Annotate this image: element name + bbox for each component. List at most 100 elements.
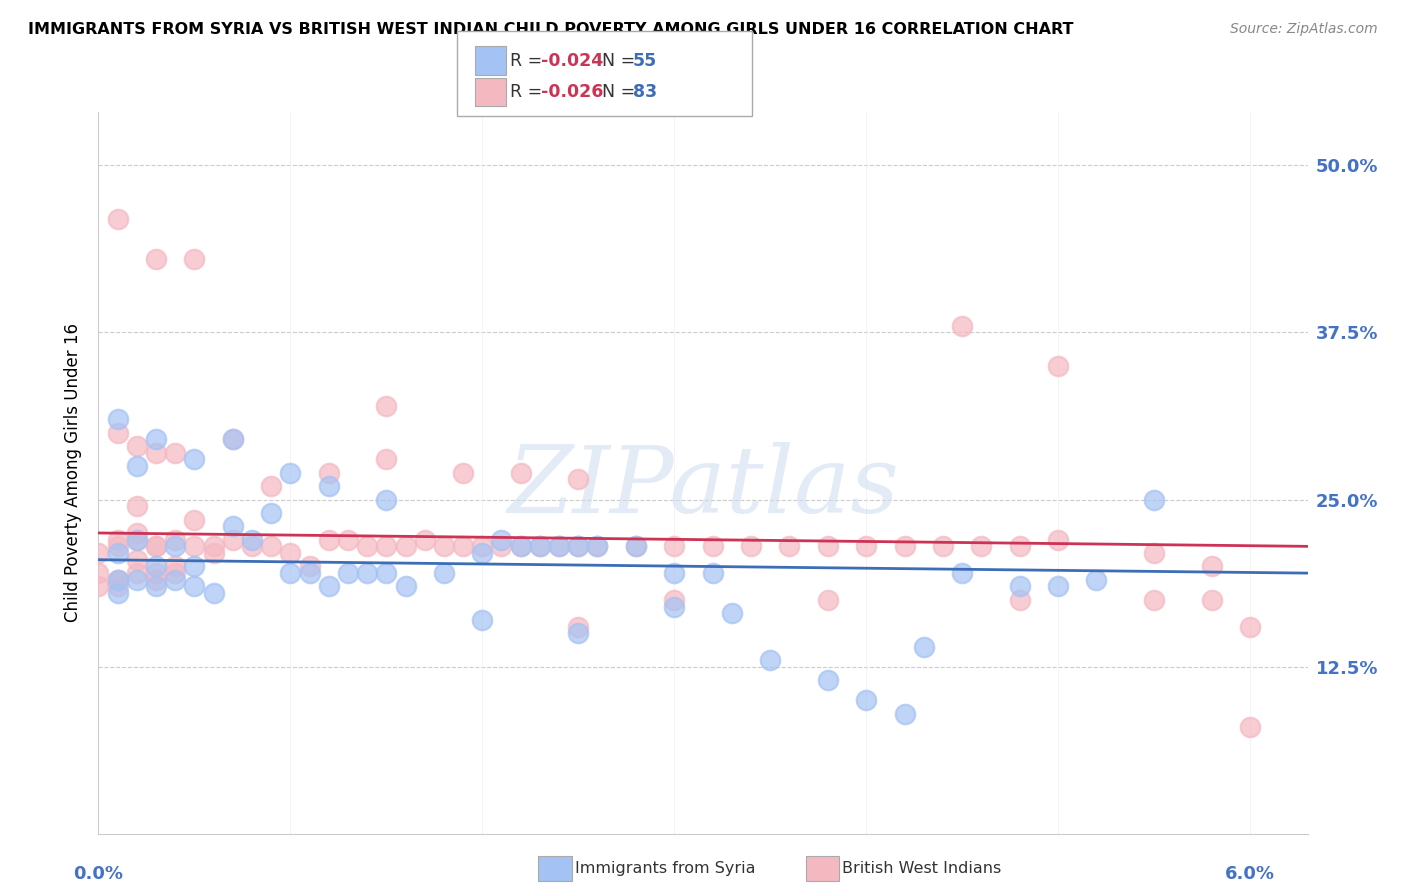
- Point: [145, 566, 167, 581]
- Point: [260, 479, 283, 493]
- Point: [145, 539, 167, 553]
- Point: [107, 573, 129, 587]
- Point: [567, 473, 589, 487]
- Point: [145, 446, 167, 460]
- Point: [125, 458, 148, 473]
- Point: [107, 580, 129, 594]
- Point: [107, 539, 129, 553]
- Point: [509, 466, 531, 480]
- Point: [183, 452, 205, 467]
- Point: [855, 539, 877, 553]
- Point: [548, 539, 571, 553]
- Point: [451, 539, 474, 553]
- Point: [240, 539, 263, 553]
- Point: [1047, 359, 1070, 373]
- Text: -0.026: -0.026: [541, 83, 603, 101]
- Point: [107, 546, 129, 560]
- Text: 6.0%: 6.0%: [1225, 864, 1275, 882]
- Text: 83: 83: [633, 83, 657, 101]
- Point: [664, 566, 686, 581]
- Text: IMMIGRANTS FROM SYRIA VS BRITISH WEST INDIAN CHILD POVERTY AMONG GIRLS UNDER 16 : IMMIGRANTS FROM SYRIA VS BRITISH WEST IN…: [28, 22, 1074, 37]
- Text: Source: ZipAtlas.com: Source: ZipAtlas.com: [1230, 22, 1378, 37]
- Point: [280, 466, 302, 480]
- Point: [298, 559, 321, 574]
- Point: [183, 512, 205, 526]
- Point: [893, 539, 915, 553]
- Point: [855, 693, 877, 707]
- Point: [529, 539, 551, 553]
- Point: [509, 539, 531, 553]
- Point: [1201, 559, 1223, 574]
- Point: [1085, 573, 1108, 587]
- Point: [433, 566, 456, 581]
- Point: [720, 607, 742, 621]
- Point: [280, 566, 302, 581]
- Point: [375, 452, 398, 467]
- Point: [165, 566, 187, 581]
- Text: R =: R =: [510, 52, 548, 70]
- Point: [471, 613, 494, 627]
- Point: [1143, 546, 1166, 560]
- Point: [586, 539, 609, 553]
- Point: [318, 479, 340, 493]
- Point: [222, 433, 245, 447]
- Point: [87, 546, 110, 560]
- Point: [413, 533, 436, 547]
- Point: [318, 533, 340, 547]
- Point: [125, 566, 148, 581]
- Point: [702, 566, 724, 581]
- Point: [664, 593, 686, 607]
- Point: [567, 620, 589, 634]
- Point: [567, 626, 589, 640]
- Point: [1047, 580, 1070, 594]
- Point: [491, 533, 513, 547]
- Point: [375, 539, 398, 553]
- Text: ZIPatlas: ZIPatlas: [508, 442, 898, 533]
- Point: [778, 539, 800, 553]
- Point: [529, 539, 551, 553]
- Point: [664, 539, 686, 553]
- Point: [280, 546, 302, 560]
- Point: [375, 492, 398, 507]
- Point: [1143, 492, 1166, 507]
- Point: [145, 573, 167, 587]
- Point: [664, 599, 686, 614]
- Text: Immigrants from Syria: Immigrants from Syria: [575, 862, 755, 876]
- Point: [165, 446, 187, 460]
- Point: [107, 412, 129, 426]
- Point: [183, 580, 205, 594]
- Y-axis label: Child Poverty Among Girls Under 16: Child Poverty Among Girls Under 16: [65, 323, 83, 623]
- Point: [318, 466, 340, 480]
- Point: [165, 533, 187, 547]
- Point: [125, 533, 148, 547]
- Point: [145, 559, 167, 574]
- Point: [567, 539, 589, 553]
- Point: [183, 559, 205, 574]
- Point: [394, 539, 416, 553]
- Point: [1143, 593, 1166, 607]
- Point: [145, 580, 167, 594]
- Point: [433, 539, 456, 553]
- Point: [107, 586, 129, 600]
- Point: [893, 706, 915, 721]
- Point: [165, 573, 187, 587]
- Point: [183, 539, 205, 553]
- Point: [817, 593, 839, 607]
- Point: [375, 566, 398, 581]
- Point: [817, 673, 839, 688]
- Point: [107, 573, 129, 587]
- Point: [759, 653, 782, 667]
- Point: [202, 546, 225, 560]
- Point: [950, 566, 973, 581]
- Point: [240, 533, 263, 547]
- Point: [145, 252, 167, 266]
- Point: [125, 573, 148, 587]
- Point: [624, 539, 647, 553]
- Point: [1239, 620, 1261, 634]
- Point: [491, 539, 513, 553]
- Point: [1008, 580, 1031, 594]
- Point: [298, 566, 321, 581]
- Point: [336, 566, 359, 581]
- Point: [932, 539, 955, 553]
- Point: [165, 559, 187, 574]
